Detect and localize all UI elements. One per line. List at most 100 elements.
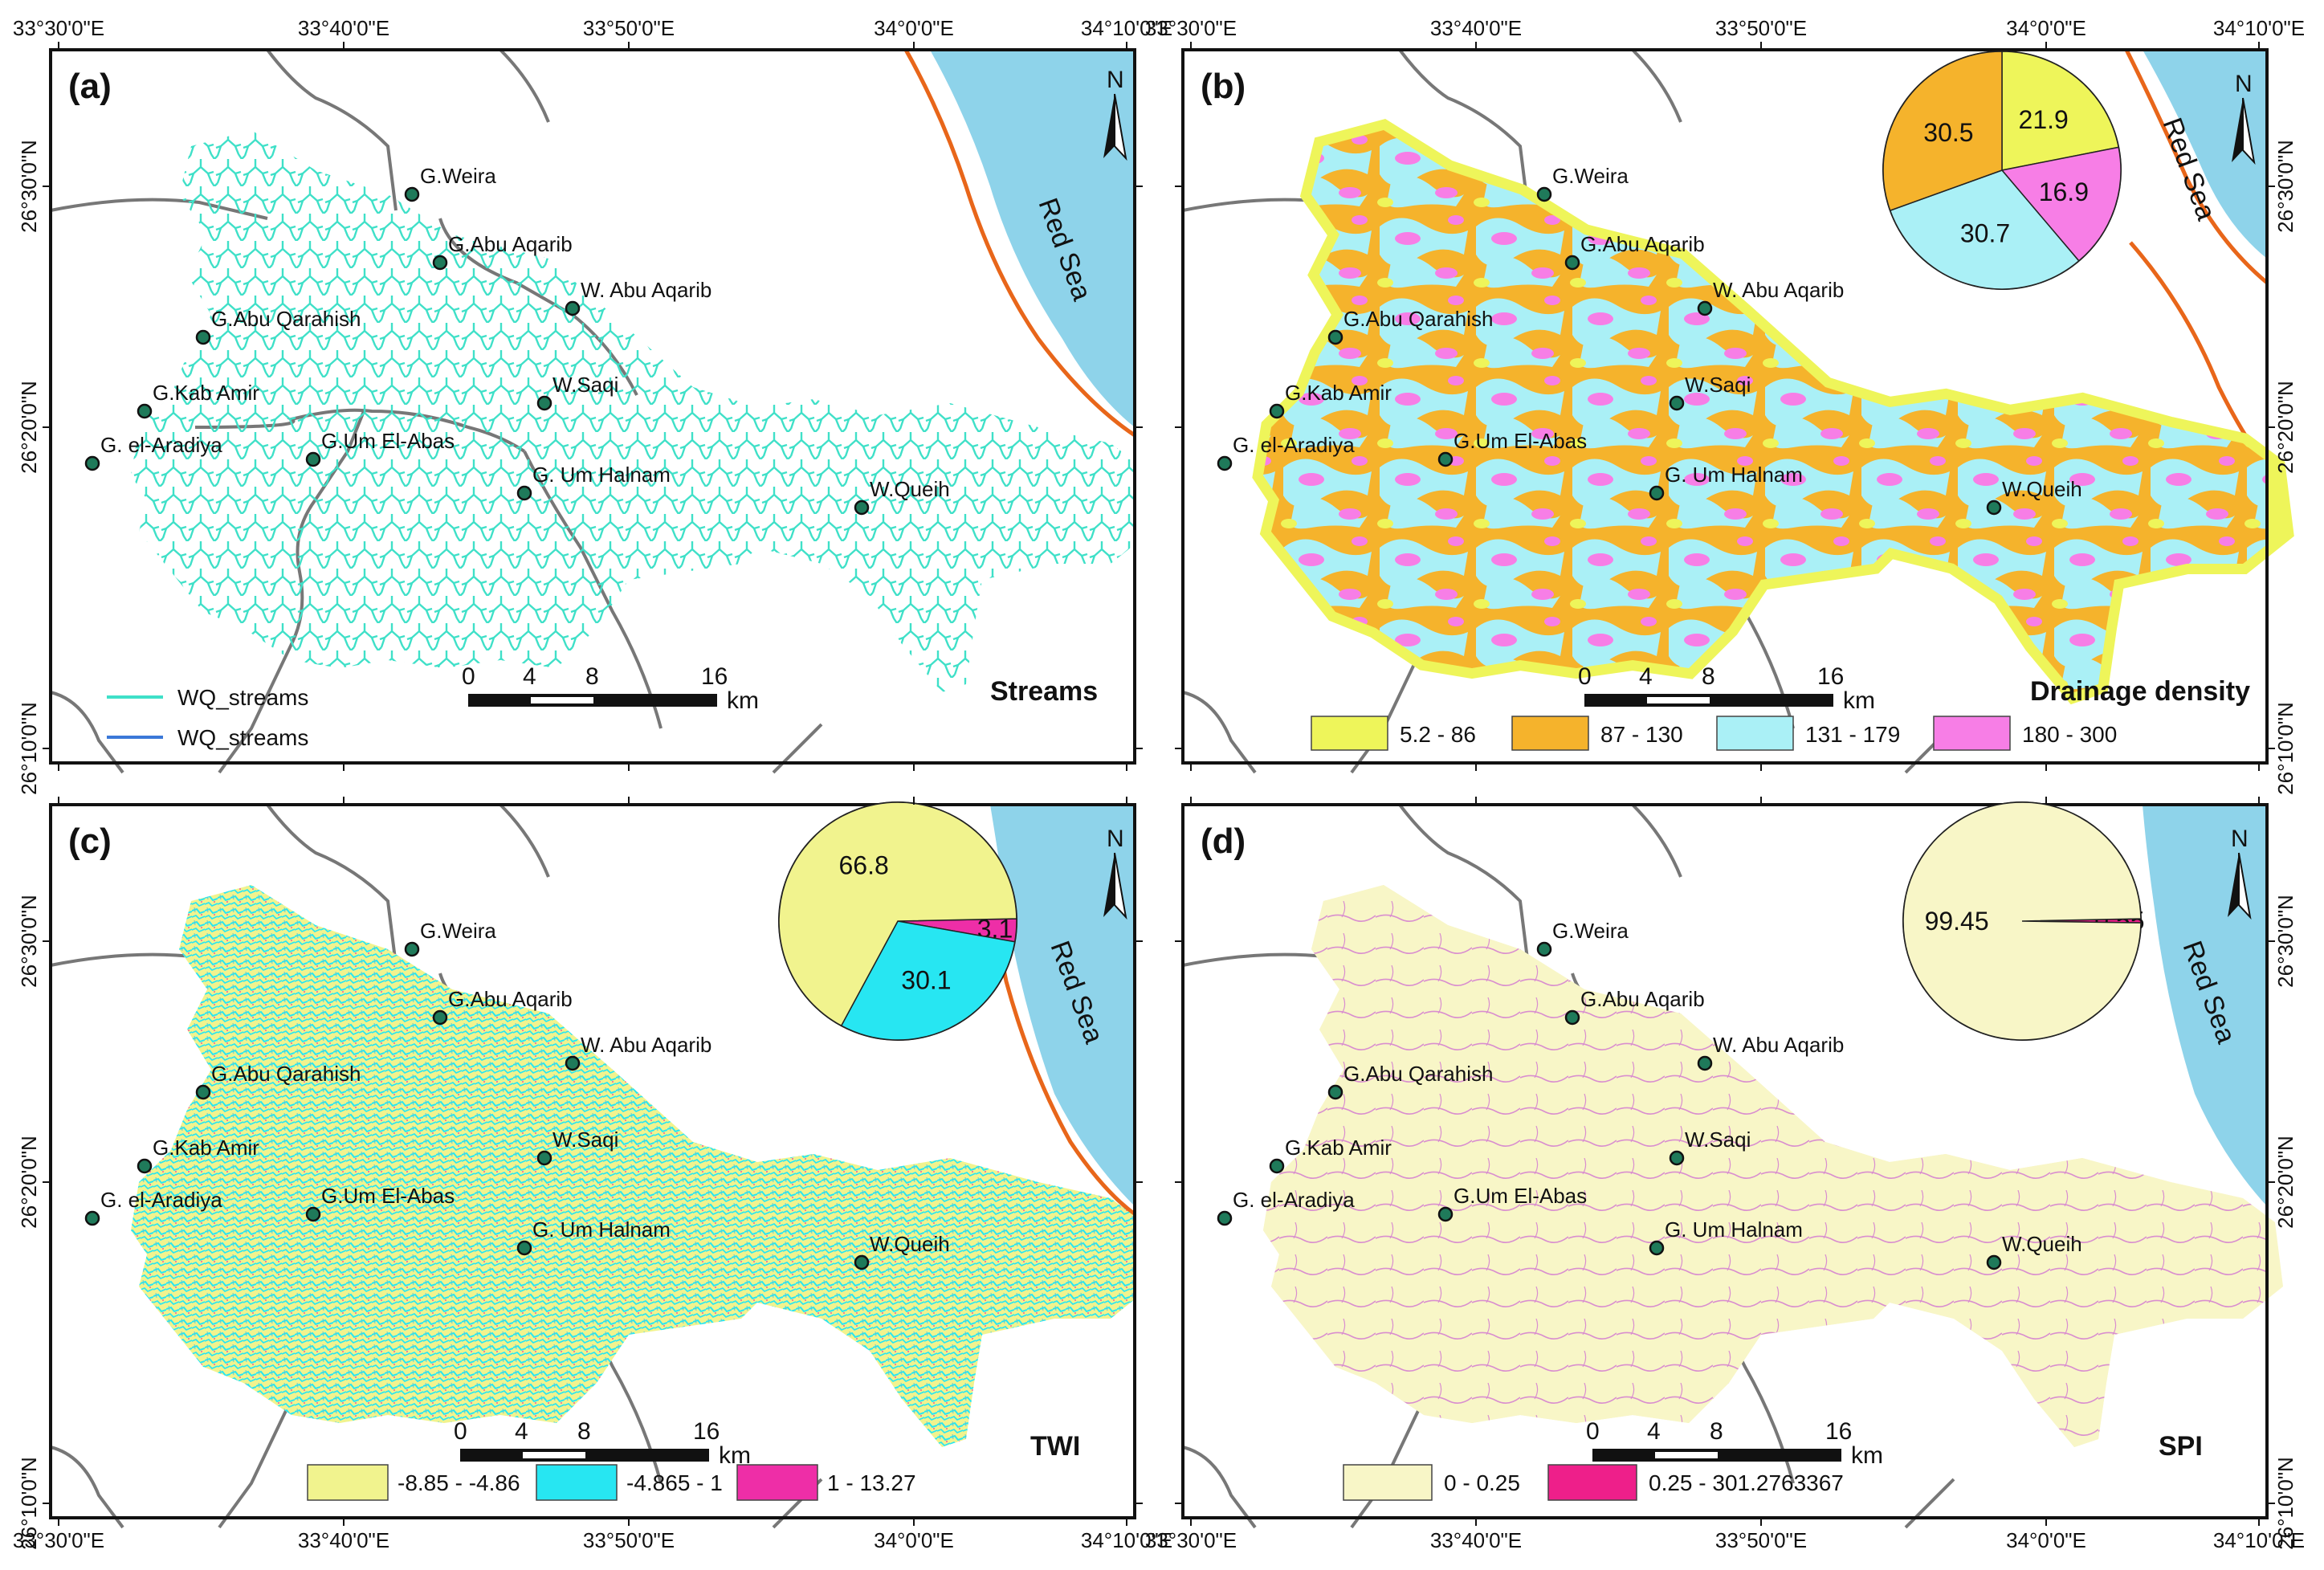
pie-slice (1882, 51, 2003, 212)
place-marker (1697, 300, 1713, 316)
lon-tick-label: 34°0'0"E (874, 1528, 954, 1552)
pie-chart-b: 21.9 16.9 30.7 30.5 (1882, 51, 2122, 290)
lat-tick-label: 26°30'0"N (2273, 895, 2297, 988)
svg-text:4: 4 (523, 663, 536, 690)
lon-tick-label: 34°0'0"E (2006, 16, 2086, 40)
svg-text:1 - 13.27: 1 - 13.27 (827, 1470, 916, 1495)
place-marker (854, 1254, 870, 1270)
place-label: W.Queih (2002, 477, 2082, 501)
svg-text:WQ_streams: WQ_streams (177, 725, 308, 750)
place-label: G.Kab Amir (153, 1136, 259, 1160)
svg-text:0.25 - 301.2763367: 0.25 - 301.2763367 (1649, 1470, 1844, 1495)
place-label: G. el-Aradiya (100, 1188, 222, 1212)
svg-text:0: 0 (454, 1418, 467, 1445)
svg-text:N: N (1107, 826, 1124, 852)
lon-tick-label: 34°10'0"E (1081, 16, 1172, 40)
lon-tick-label: 33°40'0"E (1430, 16, 1522, 40)
svg-text:4: 4 (515, 1418, 528, 1445)
place-label: G.Um El-Abas (1454, 1184, 1587, 1208)
place-marker (305, 1206, 321, 1222)
place-marker (1217, 1210, 1233, 1226)
pie-slice (2001, 51, 2120, 171)
svg-text:-4.865 - 1: -4.865 - 1 (626, 1470, 723, 1495)
place-marker (1327, 329, 1343, 345)
panel-label-d: (d) (1201, 822, 1246, 861)
pie-slice (778, 801, 1017, 1027)
map-title-c: TWI (1030, 1431, 1080, 1462)
place-label: G. Um Halnam (1665, 1217, 1803, 1242)
place-marker (1986, 500, 2002, 516)
place-marker (516, 1240, 532, 1256)
svg-text:16: 16 (1817, 663, 1844, 690)
svg-text:N: N (2235, 71, 2253, 97)
pie-slice-label: 30.1 (901, 965, 951, 994)
place-label: G.Weira (420, 919, 496, 943)
lat-tick-label: 26°20'0"N (17, 381, 41, 474)
pie-slice (1902, 801, 2142, 1041)
svg-text:-8.85 - -4.86: -8.85 - -4.86 (398, 1470, 520, 1495)
svg-text:0: 0 (1578, 663, 1592, 690)
svg-text:N: N (2231, 826, 2249, 852)
place-label: G.Abu Qarahish (211, 307, 361, 331)
svg-text:16: 16 (1825, 1418, 1852, 1445)
svg-text:km: km (727, 687, 759, 714)
place-label: G. el-Aradiya (1233, 433, 1355, 457)
lat-tick-label: 26°20'0"N (17, 1136, 41, 1229)
lat-tick-label: 26°30'0"N (17, 895, 41, 988)
lat-tick-label: 26°10'0"N (17, 702, 41, 795)
panel-b: (b) Drainage density Red Sea N 21.916.93… (1181, 48, 2283, 774)
place-label: W.Queih (870, 1232, 950, 1256)
place-marker (137, 403, 153, 419)
panel-label-b: (b) (1201, 67, 1246, 106)
lon-tick-label: 34°0'0"E (2006, 1528, 2086, 1552)
pie-slice-label: 30.5 (1923, 118, 1973, 147)
scale-bar: 0 4 8 16 km (1586, 1418, 1883, 1469)
scale-bar: 0 4 8 16 km (462, 663, 759, 714)
place-label: W.Saqi (552, 1128, 618, 1152)
pie-slice (840, 920, 1016, 1041)
legend-b: 5.2 - 86 87 - 130 131 - 179 180 - 300 (1311, 716, 2117, 751)
pie-chart-c: 3.130.166.8 (778, 801, 1017, 1041)
place-marker (1564, 1009, 1580, 1026)
coastline (903, 48, 1136, 438)
panel-label-a: (a) (68, 67, 112, 106)
svg-text:180 - 300: 180 - 300 (2022, 722, 2117, 747)
svg-text:16: 16 (693, 1418, 720, 1445)
svg-text:0: 0 (1586, 1418, 1600, 1445)
place-label: G. Um Halnam (532, 463, 671, 487)
place-label: G.Um El-Abas (321, 1184, 455, 1208)
place-marker (1437, 451, 1454, 467)
svg-text:8: 8 (585, 663, 599, 690)
svg-text:8: 8 (1710, 1418, 1723, 1445)
coordinate-labels: 33°30'0"E 33°40'0"E 33°50'0"E 34°0'0"E 34°10… (13, 16, 2305, 1552)
pie-slice (2000, 146, 2122, 262)
lon-tick-label: 33°40'0"E (1430, 1528, 1522, 1552)
place-marker (1437, 1206, 1454, 1222)
place-marker (195, 329, 211, 345)
pie-slice-label: 99.45 (1925, 907, 1989, 936)
place-marker (432, 1009, 448, 1026)
place-label: G.Um El-Abas (1454, 429, 1587, 453)
svg-text:16: 16 (701, 663, 728, 690)
svg-text:km: km (1851, 1442, 1883, 1469)
place-marker (1697, 1055, 1713, 1071)
lon-tick-label: 33°40'0"E (298, 1528, 389, 1552)
lat-tick-label: 26°30'0"N (17, 140, 41, 233)
pie-slice-label: 30.7 (1960, 219, 2010, 248)
place-marker (1649, 485, 1665, 501)
scale-bar: 0 4 8 16 km (1578, 663, 1875, 714)
svg-text:WQ_streams: WQ_streams (177, 685, 308, 710)
lon-tick-label: 34°0'0"E (874, 16, 954, 40)
pie-slice-label: 16.9 (2039, 177, 2089, 206)
lat-tick-label: 26°10'0"N (2273, 702, 2297, 795)
place-marker (1217, 455, 1233, 471)
lon-tick-label: 33°30'0"E (1145, 1528, 1237, 1552)
lon-tick-label: 33°40'0"E (298, 16, 389, 40)
place-marker (404, 941, 420, 957)
place-marker (305, 451, 321, 467)
place-label: G.Abu Aqarib (448, 987, 573, 1011)
legend-d: 0 - 0.25 0.25 - 301.2763367 (1343, 1464, 1844, 1501)
